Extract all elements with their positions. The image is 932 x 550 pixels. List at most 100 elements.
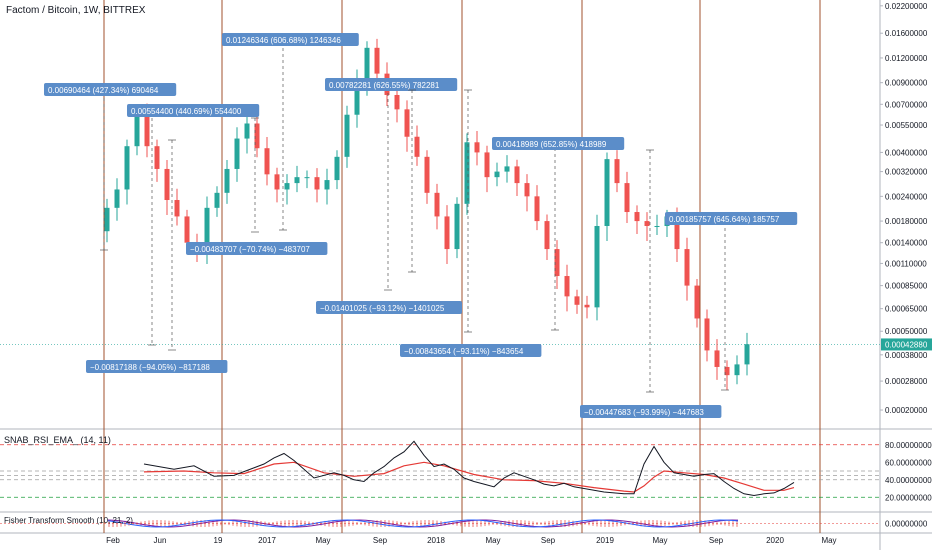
candle — [284, 174, 290, 205]
time-tick-label: Sep — [709, 536, 724, 545]
candle — [344, 105, 350, 168]
candle — [634, 205, 640, 235]
candle-body — [494, 171, 500, 178]
time-tick-label: May — [485, 536, 500, 545]
candle — [314, 168, 320, 203]
measurement-label-box — [127, 104, 260, 117]
candle-body — [744, 344, 750, 365]
candle — [324, 168, 330, 205]
candle-body — [164, 168, 170, 201]
candle-body — [654, 225, 660, 227]
candle — [654, 214, 660, 236]
candle-body — [324, 180, 330, 190]
fisher-line — [107, 519, 739, 528]
measurement-label: −0.01401025 (−93.12%) −1401025 — [320, 304, 445, 313]
candle-body — [244, 123, 250, 139]
candle-body — [214, 192, 220, 208]
price-tick-label: 0.00400000 — [885, 148, 928, 157]
candle-body — [444, 216, 450, 250]
fisher-signal-line — [107, 519, 739, 528]
candle-body — [714, 350, 720, 367]
last-price-label: 0.00042880 — [885, 340, 928, 349]
time-tick-label: 19 — [214, 536, 223, 545]
candle — [494, 162, 500, 187]
candle — [154, 139, 160, 182]
fisher-tick-label: 0.00000000 — [885, 520, 928, 529]
candle — [454, 197, 460, 259]
candle-body — [644, 221, 650, 226]
candle — [564, 264, 570, 312]
candle — [594, 214, 600, 321]
candle — [554, 240, 560, 290]
candle — [104, 198, 110, 243]
candle-body — [454, 203, 460, 250]
measurement-label: −0.00817188 (−94.05%) −817188 — [90, 363, 210, 372]
price-tick-label: 0.00020000 — [885, 406, 928, 415]
measurement-label-box — [665, 212, 798, 225]
candle — [644, 212, 650, 241]
candle — [504, 155, 510, 183]
candle-body — [334, 156, 340, 181]
candle-body — [304, 177, 310, 179]
measurement-label: −0.00483707 (−70.74%) −483707 — [190, 245, 310, 254]
candle-body — [564, 276, 570, 297]
time-tick-label: 2020 — [766, 536, 784, 545]
measurement-label-box — [222, 33, 359, 46]
candle-body — [614, 159, 620, 184]
candle — [424, 150, 430, 204]
candle-body — [134, 114, 140, 147]
measurement: 0.00185757 (645.64%) 185757 — [665, 212, 798, 391]
candle — [334, 150, 340, 190]
candle — [614, 150, 620, 193]
fisher-pane: 0.00000000 — [0, 519, 928, 529]
measurement: −0.01401025 (−93.12%) −1401025 — [316, 89, 462, 314]
candle-body — [634, 212, 640, 222]
candle-body — [364, 47, 370, 81]
candle — [274, 167, 280, 203]
price-tick-label: 0.00240000 — [885, 192, 928, 201]
measurement-label: 0.00782281 (626.55%) 782281 — [329, 81, 440, 90]
candle-body — [354, 80, 360, 115]
candle-body — [724, 366, 730, 376]
candle — [404, 100, 410, 152]
measurement-label: 0.00185757 (645.64%) 185757 — [669, 215, 780, 224]
candle — [474, 131, 480, 166]
price-tick-label: 0.00550000 — [885, 121, 928, 130]
price-tick-label: 0.01200000 — [885, 54, 928, 63]
time-tick-label: Sep — [373, 536, 388, 545]
candle-body — [294, 177, 300, 184]
measurement-label-box — [325, 78, 458, 91]
measurement-label-box — [44, 83, 177, 96]
measurement-label: −0.00843654 (−93.11%) −843654 — [404, 347, 524, 356]
candle — [244, 116, 250, 154]
candle-body — [504, 166, 510, 172]
price-tick-label: 0.00320000 — [885, 168, 928, 177]
candle — [534, 185, 540, 231]
measurement: 0.00418989 (652.85%) 418989 — [492, 137, 625, 331]
candle — [434, 183, 440, 230]
rsi-pane: 80.00000000 60.00000000 40.00000000 20.0000… — [0, 440, 932, 502]
price-tick-label: 0.00110000 — [885, 259, 927, 268]
candle-body — [624, 183, 630, 213]
candle-body — [124, 146, 130, 190]
candle — [294, 165, 300, 193]
measurement: −0.00817188 (−94.05%) −817188 — [86, 139, 228, 373]
candle — [374, 38, 380, 83]
rsi-tick-label: 60.00000000 — [885, 458, 932, 467]
time-tick-label: Jun — [154, 536, 167, 545]
candle-body — [274, 174, 280, 190]
candle — [734, 355, 740, 385]
candle — [694, 278, 700, 328]
candle — [444, 205, 450, 265]
measurement: −0.00483707 (−70.74%) −483707 — [186, 117, 328, 255]
fisher-pane-title: Fisher Transform Smooth (10, 21, 2) — [4, 516, 133, 525]
time-tick-label: May — [821, 536, 836, 545]
candle — [624, 171, 630, 224]
candle-body — [114, 189, 120, 208]
time-tick-label: 2019 — [596, 536, 614, 545]
last-price-tag — [881, 338, 932, 351]
candle — [224, 159, 230, 204]
price-tick-label: 0.00028000 — [885, 377, 928, 386]
